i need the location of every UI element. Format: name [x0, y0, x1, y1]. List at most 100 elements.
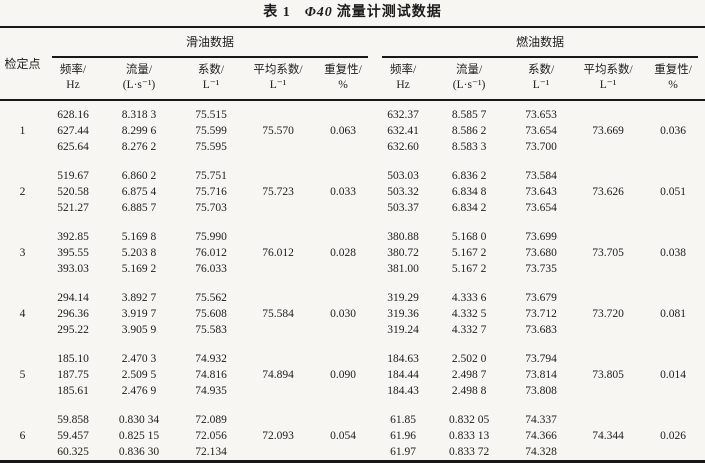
- flow-cell: 4.333 6: [451, 292, 487, 304]
- table-row: 4 296.36 3.919 7 75.608 75.584 0.030 319.36 4.3…: [0, 306, 705, 322]
- repeatability-cell: [311, 200, 375, 216]
- flow-cell: 8.299 6: [121, 125, 157, 137]
- flow-cell: 6.860 2: [121, 170, 157, 182]
- header-line2: L⁻¹: [599, 79, 617, 91]
- point-cell: [0, 277, 45, 306]
- flow-cell: 2.498 7: [451, 369, 487, 381]
- header-line2: Hz: [396, 79, 410, 91]
- coefficient-cell: 73.584: [525, 170, 557, 182]
- avg-coefficient-cell: [575, 100, 641, 123]
- header-line1: 流量/: [125, 64, 153, 76]
- avg-coefficient-cell: [575, 261, 641, 277]
- avg-coefficient-cell: 74.344: [592, 430, 624, 442]
- avg-coefficient-cell: [575, 338, 641, 367]
- flow-cell: 6.885 7: [121, 202, 157, 214]
- table-row: 519.67 6.860 2 75.751 503.03 6.836 2 73.584: [0, 155, 705, 184]
- column-header-flow-lube: 流量/ (L·s⁻¹): [101, 58, 177, 101]
- header-line1: 系数/: [197, 64, 225, 76]
- avg-coefficient-cell: [575, 200, 641, 216]
- frequency-cell: 503.03: [387, 170, 419, 182]
- group-header-fuel-oil: 燃油数据: [375, 27, 705, 58]
- avg-coefficient-cell: 73.669: [592, 125, 624, 137]
- flow-cell: 0.836 30: [118, 446, 160, 458]
- avg-coefficient-cell: 72.093: [262, 430, 294, 442]
- coefficient-cell: 75.595: [195, 141, 227, 153]
- point-group-2: 519.67 6.860 2 75.751 503.03 6.836 2 73.584 2 5…: [0, 155, 705, 216]
- table-row: 295.22 3.905 9 75.583 319.24 4.332 7 73.683: [0, 322, 705, 338]
- table-row: 294.14 3.892 7 75.562 319.29 4.333 6 73.679: [0, 277, 705, 306]
- flow-cell: 5.167 2: [451, 247, 487, 259]
- coefficient-cell: 73.643: [525, 186, 557, 198]
- frequency-cell: 395.55: [57, 247, 89, 259]
- point-group-4: 294.14 3.892 7 75.562 319.29 4.333 6 73.679 4 2…: [0, 277, 705, 338]
- avg-coefficient-cell: [575, 322, 641, 338]
- point-cell: 5: [19, 369, 26, 381]
- frequency-cell: 187.75: [57, 369, 89, 381]
- avg-coefficient-cell: [245, 216, 311, 245]
- coefficient-cell: 73.679: [525, 292, 557, 304]
- column-header-frequency-fuel: 频率/ Hz: [375, 58, 432, 101]
- frequency-cell: 185.61: [57, 385, 89, 397]
- avg-coefficient-cell: [245, 383, 311, 399]
- frequency-cell: 632.37: [387, 109, 419, 121]
- coefficient-cell: 76.012: [195, 247, 227, 259]
- frequency-cell: 60.325: [57, 446, 89, 458]
- header-line1: 平均系数/: [253, 64, 303, 76]
- coefficient-cell: 75.515: [195, 109, 227, 121]
- avg-coefficient-cell: [245, 322, 311, 338]
- table-title: 表 1 Φ40 流量计测试数据: [0, 0, 705, 26]
- frequency-cell: 184.43: [387, 385, 419, 397]
- repeatability-cell: 0.038: [660, 247, 687, 259]
- frequency-cell: 628.16: [57, 109, 89, 121]
- coefficient-cell: 74.816: [195, 369, 227, 381]
- frequency-cell: 503.32: [387, 186, 419, 198]
- repeatability-cell: [641, 277, 705, 306]
- flowmeter-test-table: 检定点 滑油数据 燃油数据 频率/ Hz 流量/ (L·s⁻¹) 系数: [0, 26, 705, 463]
- coefficient-cell: 75.716: [195, 186, 227, 198]
- avg-coefficient-cell: 73.626: [592, 186, 624, 198]
- coefficient-cell: 74.328: [525, 446, 557, 458]
- point-cell: [0, 338, 45, 367]
- avg-coefficient-cell: 75.723: [262, 186, 294, 198]
- repeatability-cell: [641, 399, 705, 428]
- repeatability-cell: 0.090: [330, 369, 356, 381]
- point-cell: 6: [19, 430, 26, 442]
- repeatability-cell: 0.026: [660, 430, 687, 442]
- frequency-cell: 632.60: [387, 141, 419, 153]
- coefficient-cell: 73.700: [525, 141, 557, 153]
- flow-cell: 8.585 7: [451, 109, 487, 121]
- table-title-text: 流量计测试数据: [336, 5, 442, 20]
- repeatability-cell: 0.063: [330, 125, 356, 137]
- avg-coefficient-cell: [575, 155, 641, 184]
- repeatability-cell: 0.028: [330, 247, 356, 259]
- column-header-point: 检定点: [0, 27, 45, 101]
- column-header-coefficient-fuel: 系数/ L⁻¹: [507, 58, 576, 101]
- repeatability-cell: [641, 261, 705, 277]
- column-header-repeatability-lube: 重复性/ %: [311, 58, 376, 101]
- coefficient-cell: 75.608: [195, 308, 227, 320]
- coefficient-cell: 74.337: [525, 414, 557, 426]
- header-line2: L⁻¹: [532, 79, 550, 91]
- frequency-cell: 632.41: [387, 125, 419, 137]
- point-cell: 2: [19, 186, 26, 198]
- flow-cell: 6.836 2: [451, 170, 487, 182]
- table-row: 185.61 2.476 9 74.935 184.43 2.498 8 73.808: [0, 383, 705, 399]
- repeatability-cell: [311, 261, 375, 277]
- coefficient-cell: 75.751: [195, 170, 227, 182]
- avg-coefficient-cell: [575, 277, 641, 306]
- coefficient-cell: 72.056: [195, 430, 227, 442]
- flow-cell: 0.832 05: [448, 414, 490, 426]
- point-cell: [0, 322, 45, 338]
- frequency-cell: 296.36: [57, 308, 89, 320]
- coefficient-cell: 73.808: [525, 385, 557, 397]
- frequency-cell: 380.72: [387, 247, 419, 259]
- flow-cell: 4.332 7: [451, 324, 487, 336]
- point-cell: [0, 399, 45, 428]
- coefficient-cell: 73.794: [525, 353, 557, 365]
- header-line1: 重复性/: [654, 64, 692, 76]
- table-row: 2 520.58 6.875 4 75.716 75.723 0.033 503.32 6.8…: [0, 184, 705, 200]
- point-cell: [0, 100, 45, 123]
- group-header-row: 检定点 滑油数据 燃油数据: [0, 27, 705, 101]
- point-group-1: 628.16 8.318 3 75.515 632.37 8.585 7 73.653 1 6…: [0, 100, 705, 155]
